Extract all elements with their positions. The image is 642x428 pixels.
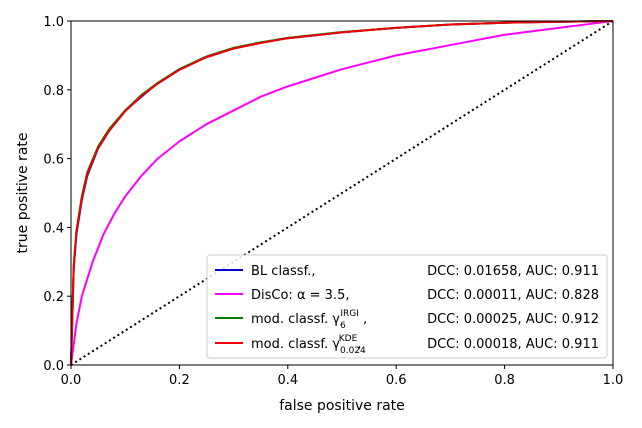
random-guess-diagonal xyxy=(70,20,614,366)
axes-frame xyxy=(70,20,614,366)
x-tick-label: 0.0 xyxy=(61,373,82,388)
y-tick-label: 0.4 xyxy=(43,221,64,236)
legend-metrics: DCC: 0.00025, AUC: 0.912 xyxy=(427,312,599,327)
legend-box xyxy=(206,254,608,359)
legend-label: mod. classf. γ0.024KDE, xyxy=(251,334,366,356)
legend: BL classf., DCC: 0.01658, AUC: 0.911 DisCo… xyxy=(206,254,608,359)
y-tick-label: 0.6 xyxy=(43,153,64,168)
x-axis-label: false positive rate xyxy=(279,398,405,414)
legend-metrics: DCC: 0.00011, AUC: 0.828 xyxy=(427,288,599,303)
y-tick-label: 0.0 xyxy=(43,359,64,374)
legend-metrics: DCC: 0.00018, AUC: 0.911 xyxy=(427,337,599,352)
legend-label: BL classf., xyxy=(251,264,315,279)
x-tick-label: 1.0 xyxy=(603,373,624,388)
y-tick-label: 0.8 xyxy=(43,84,64,99)
x-tick-label: 0.8 xyxy=(494,373,515,388)
x-tick-label: 0.2 xyxy=(169,373,190,388)
plot-area: 0.0 0.2 0.4 0.6 0.8 1.0 0.0 0.2 0.4 0.6 0.8 1.0 xyxy=(43,15,623,388)
y-axis-label: true positive rate xyxy=(15,133,31,254)
legend-label: DisCo: α = 3.5, xyxy=(251,288,349,303)
series-line-3 xyxy=(70,20,614,366)
y-tick-label: 0.2 xyxy=(43,290,64,305)
legend-label: mod. classf. γ6IRGI , xyxy=(251,309,367,331)
series-line-1 xyxy=(70,20,614,366)
y-tick-label: 1.0 xyxy=(43,15,64,30)
x-tick-label: 0.4 xyxy=(277,373,298,388)
legend-metrics: DCC: 0.01658, AUC: 0.911 xyxy=(427,264,599,279)
x-tick-label: 0.6 xyxy=(386,373,407,388)
